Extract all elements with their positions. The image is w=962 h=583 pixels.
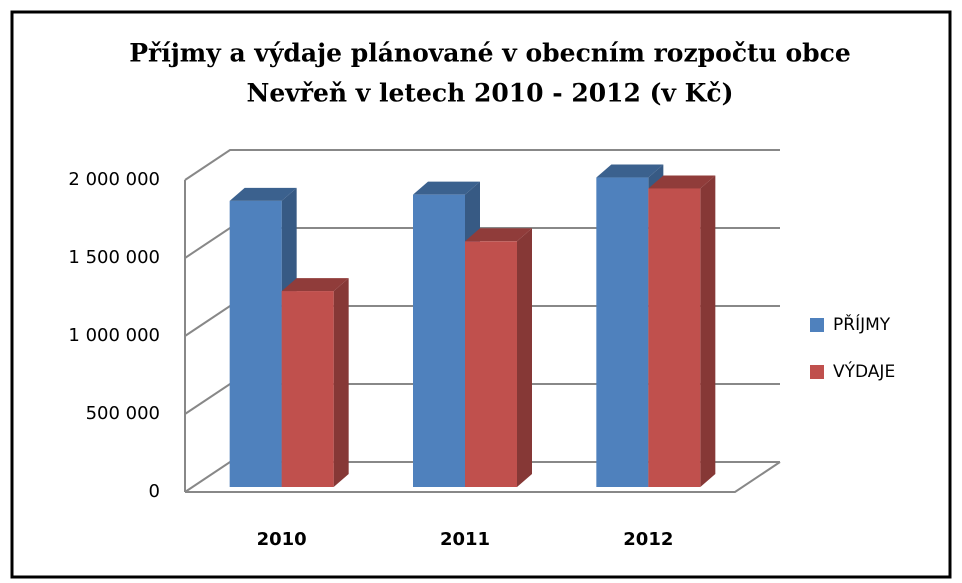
bar — [648, 188, 701, 487]
bar — [465, 241, 517, 487]
x-tick-label: 2012 — [623, 529, 673, 550]
bar-side — [333, 278, 349, 487]
bar — [229, 200, 282, 487]
grid-line — [184, 149, 780, 181]
chart-title: Nevřeň v letech 2010 - 2012 (v Kč) — [247, 79, 734, 108]
bar-top — [596, 164, 664, 178]
bar-side — [700, 175, 716, 487]
x-tick-label: 2011 — [440, 529, 490, 550]
y-tick-label: 1 000 000 — [68, 325, 160, 346]
x-tick-label: 2010 — [257, 529, 307, 550]
y-tick-label: 1 500 000 — [68, 247, 160, 268]
bar — [596, 177, 649, 487]
chart-title: Příjmy a výdaje plánované v obecním rozp… — [129, 39, 851, 68]
bar-top — [229, 187, 297, 201]
legend-label: PŘÍJMY — [833, 313, 891, 335]
y-tick-label: 500 000 — [86, 403, 160, 424]
bar — [413, 194, 465, 487]
legend-swatch — [810, 365, 824, 379]
floor-edge — [185, 461, 781, 493]
bar-top — [648, 175, 716, 189]
bar-top — [281, 278, 349, 292]
y-tick-label: 0 — [149, 481, 160, 502]
bar — [281, 291, 334, 487]
bar-top — [413, 181, 480, 195]
y-tick-label: 2 000 000 — [68, 169, 160, 190]
legend-label: VÝDAJE — [833, 360, 895, 382]
legend-swatch — [810, 318, 824, 332]
bar-side — [517, 228, 532, 487]
bar-top — [465, 228, 532, 242]
